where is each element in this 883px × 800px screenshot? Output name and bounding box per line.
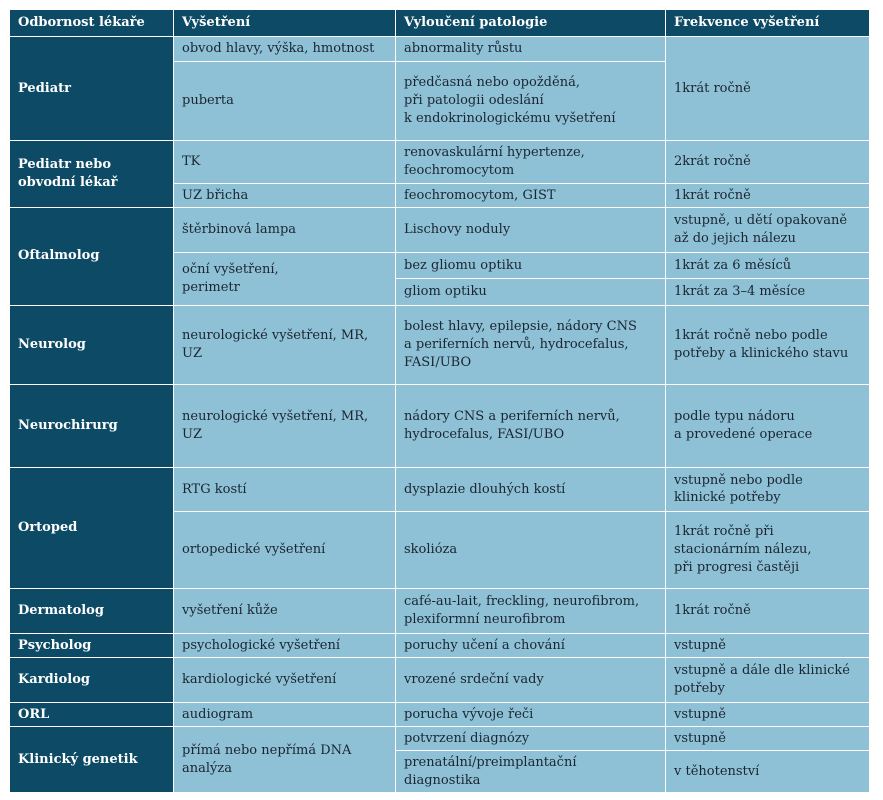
- pathology-cell: dysplazie dlouhých kostí: [395, 466, 666, 513]
- frequency-cell: vstupně: [665, 701, 870, 728]
- table-row: puberta předčasná nebo opožděná, při pat…: [10, 61, 870, 142]
- specialty-cell: Kardiolog: [9, 657, 174, 703]
- frequency-cell: 1krát ročně: [665, 182, 870, 209]
- exam-cell: štěrbinová lampa: [173, 207, 396, 253]
- specialty-cell: Psycholog: [9, 632, 174, 659]
- pathology-cell: feochromocytom, GIST: [395, 182, 666, 209]
- pathology-cell: gliom optiku: [395, 278, 666, 306]
- table-row: Klinický genetik přímá nebo nepřímá DNA …: [9, 726, 870, 793]
- specialty-cell: Klinický genetik: [9, 726, 174, 793]
- pathology-cell: café-au-lait, freckling, neurofibrom, pl…: [395, 588, 666, 634]
- pathology-cell: prenatální/preimplantační diagnostika: [395, 750, 666, 793]
- table-row: Neurochirurg neurologické vyšetření, MR,…: [9, 383, 870, 468]
- frequency-cell: 1krát ročně nebo podle potřeby a klinick…: [665, 304, 870, 385]
- frequency-cell: vstupně nebo podle klinické potřeby: [665, 466, 870, 513]
- frequency-cell: v těhotenství: [665, 750, 870, 793]
- exam-cell: ortopedické vyšetření: [173, 511, 396, 590]
- table-row: prenatální/preimplantační diagnostika v …: [10, 750, 870, 793]
- exam-cell: RTG kostí: [173, 466, 396, 513]
- exam-cell: TK: [173, 140, 396, 184]
- table-row: Pediatr obvod hlavy, výška, hmotnost abn…: [9, 35, 870, 142]
- table-row: Neurolog neurologické vyšetření, MR, UZ …: [9, 304, 870, 385]
- frequency-cell: 1krát ročně: [665, 588, 870, 634]
- frequency-cell: 1krát ročně: [665, 35, 870, 142]
- table-row: oční vyšetření, perimetr bez gliomu opti…: [10, 251, 870, 306]
- exam-cell: audiogram: [173, 701, 396, 728]
- table-row: UZ břicha feochromocytom, GIST 1krát roč…: [10, 182, 870, 209]
- specialty-cell: Dermatolog: [9, 588, 174, 634]
- table-row: Oftalmolog štěrbinová lampa Lischovy nod…: [9, 207, 870, 306]
- exam-cell: puberta: [173, 61, 396, 142]
- table-row: Dermatolog vyšetření kůže café-au-lait, …: [9, 588, 870, 634]
- frequency-cell: 2krát ročně: [665, 140, 870, 184]
- specialty-cell: Neurochirurg: [9, 383, 174, 468]
- exam-cell: přímá nebo nepřímá DNA analýza: [173, 726, 396, 793]
- pathology-cell: nádory CNS a periferních nervů, hydrocef…: [395, 383, 666, 468]
- specialty-cell: Ortoped: [9, 466, 174, 590]
- specialty-cell: ORL: [9, 701, 174, 728]
- table-row: gliom optiku 1krát za 3–4 měsíce: [10, 278, 870, 306]
- header-row: Odbornost lékaře Vyšetření Vyloučení pat…: [9, 9, 870, 37]
- pathology-cell: porucha vývoje řeči: [395, 701, 666, 728]
- header-pathology: Vyloučení patologie: [395, 9, 666, 37]
- header-frequency: Frekvence vyšetření: [665, 9, 870, 37]
- header-exam: Vyšetření: [173, 9, 396, 37]
- exam-cell: vyšetření kůže: [173, 588, 396, 634]
- pathology-cell: předčasná nebo opožděná, při patologii o…: [395, 61, 666, 142]
- pathology-cell: vrozené srdeční vady: [395, 657, 666, 703]
- frequency-cell: vstupně, u dětí opakovaně až do jejich n…: [665, 207, 870, 253]
- specialty-cell: Neurolog: [9, 304, 174, 385]
- table-row: ORL audiogram porucha vývoje řeči vstupn…: [9, 701, 870, 728]
- table-row: Kardiolog kardiologické vyšetření vrozen…: [9, 657, 870, 703]
- pathology-cell: poruchy učení a chování: [395, 632, 666, 659]
- pathology-cell: Lischovy noduly: [395, 207, 666, 253]
- frequency-cell: 1krát za 3–4 měsíce: [665, 278, 870, 306]
- table-row: Ortoped RTG kostí dysplazie dlouhých kos…: [9, 466, 870, 590]
- pathology-cell: bez gliomu optiku: [395, 251, 666, 280]
- exam-cell: psychologické vyšetření: [173, 632, 396, 659]
- exam-cell: obvod hlavy, výška, hmotnost: [173, 35, 396, 63]
- frequency-cell: podle typu nádoru a provedené operace: [665, 383, 870, 468]
- frequency-cell: vstupně a dále dle klinické potřeby: [665, 657, 870, 703]
- exam-cell: oční vyšetření, perimetr: [173, 251, 396, 306]
- screening-table: Odbornost lékaře Vyšetření Vyloučení pat…: [9, 9, 870, 793]
- pathology-cell: abnormality růstu: [395, 35, 666, 63]
- frequency-cell: 1krát ročně při stacionárním nálezu, při…: [665, 511, 870, 590]
- table-row: Psycholog psychologické vyšetření poruch…: [9, 632, 870, 659]
- frequency-cell: vstupně: [665, 726, 870, 752]
- exam-cell: kardiologické vyšetření: [173, 657, 396, 703]
- pathology-cell: renovaskulární hypertenze, feochromocyto…: [395, 140, 666, 184]
- exam-cell: neurologické vyšetření, MR, UZ: [173, 383, 396, 468]
- frequency-cell: vstupně: [665, 632, 870, 659]
- pathology-cell: skolióza: [395, 511, 666, 590]
- frequency-cell: 1krát za 6 měsíců: [665, 251, 870, 280]
- header-specialty: Odbornost lékaře: [9, 9, 174, 37]
- exam-cell: neurologické vyšetření, MR, UZ: [173, 304, 396, 385]
- specialty-cell: Oftalmolog: [9, 207, 174, 306]
- pathology-cell: bolest hlavy, epilepsie, nádory CNS a pe…: [395, 304, 666, 385]
- specialty-cell: Pediatr: [9, 35, 174, 142]
- exam-cell: UZ břicha: [173, 182, 396, 209]
- pathology-cell: potvrzení diagnózy: [395, 726, 666, 752]
- table-row: ortopedické vyšetření skolióza 1krát roč…: [10, 511, 870, 590]
- table-row: Pediatr nebo obvodní lékař TK renovaskul…: [9, 140, 870, 209]
- specialty-cell: Pediatr nebo obvodní lékař: [9, 140, 174, 209]
